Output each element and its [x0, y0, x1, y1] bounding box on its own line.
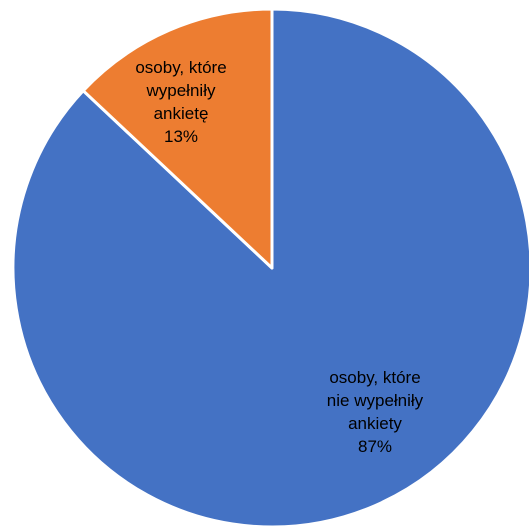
slice-category-label: wypełniły [146, 81, 216, 100]
pie-data-labels: osoby, które nie wypełniły ankiety 87%osoby… [135, 58, 423, 456]
slice-category-label: osoby, które [135, 58, 226, 77]
slice-category-label: ankiety [348, 414, 402, 433]
pie-slices [11, 7, 529, 529]
pie-slice-2 [81, 7, 274, 270]
slice-label-2: osoby, które wypełniły ankietę 13% [135, 58, 226, 146]
slice-percent-label: 13% [164, 127, 198, 146]
slice-category-label: ankietę [154, 104, 209, 123]
slice-category-label: osoby, które [329, 368, 420, 387]
slice-category-label: nie wypełniły [327, 391, 424, 410]
slice-label-1: osoby, które nie wypełniły ankiety 87% [327, 368, 424, 456]
slice-percent-label: 87% [358, 437, 392, 456]
